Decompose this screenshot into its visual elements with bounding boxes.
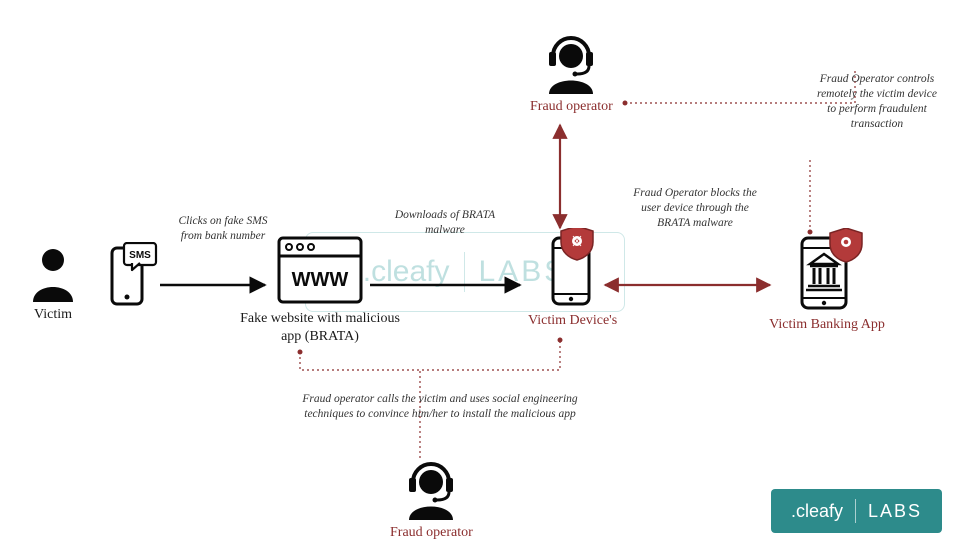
person-icon <box>28 246 78 302</box>
banking-app-label: Victim Banking App <box>762 316 892 334</box>
fraud-operator-top-node: Fraud operator <box>530 32 613 116</box>
annotation-a5: Fraud operator calls the victim and uses… <box>300 392 580 422</box>
brand-badge: .cleafy LABS <box>771 489 942 533</box>
annotation-a4: Fraud Operator controls remotely the vic… <box>812 72 942 132</box>
sms-text: SMS <box>129 250 151 261</box>
fraud-operator-bottom-label: Fraud operator <box>390 524 473 542</box>
browser-www-icon: WWW <box>275 234 365 306</box>
watermark-divider <box>464 252 465 292</box>
annotation-a2: Downloads of BRATA malware <box>380 208 510 238</box>
phone-shield-icon <box>541 228 605 308</box>
banking-app-node: Victim Banking App <box>772 228 882 334</box>
annotation-a1: Clicks on fake SMS from bank number <box>168 214 278 244</box>
annotation-a3: Fraud Operator blocks the user device th… <box>625 186 765 231</box>
victim-device-node: Victim Device's <box>528 228 617 330</box>
phone-bank-shield-icon <box>790 228 864 312</box>
sms-phone-node: SMS <box>102 242 158 308</box>
phone-sms-icon: SMS <box>102 242 158 308</box>
fake-website-label: Fake website with malicious app (BRATA) <box>230 310 410 346</box>
badge-divider <box>855 499 856 523</box>
badge-right: LABS <box>868 501 922 522</box>
victim-node: Victim <box>28 246 78 324</box>
headset-person-icon <box>401 458 461 520</box>
fake-website-node: WWW Fake website with malicious app (BRA… <box>255 234 385 346</box>
svg-text:WWW: WWW <box>292 269 349 291</box>
fraud-operator-top-label: Fraud operator <box>530 98 613 116</box>
fraud-operator-bottom-node: Fraud operator <box>390 458 473 542</box>
victim-label: Victim <box>34 306 72 324</box>
headset-person-icon <box>541 32 601 94</box>
victim-device-label: Victim Device's <box>528 312 617 330</box>
badge-left: .cleafy <box>791 501 843 522</box>
